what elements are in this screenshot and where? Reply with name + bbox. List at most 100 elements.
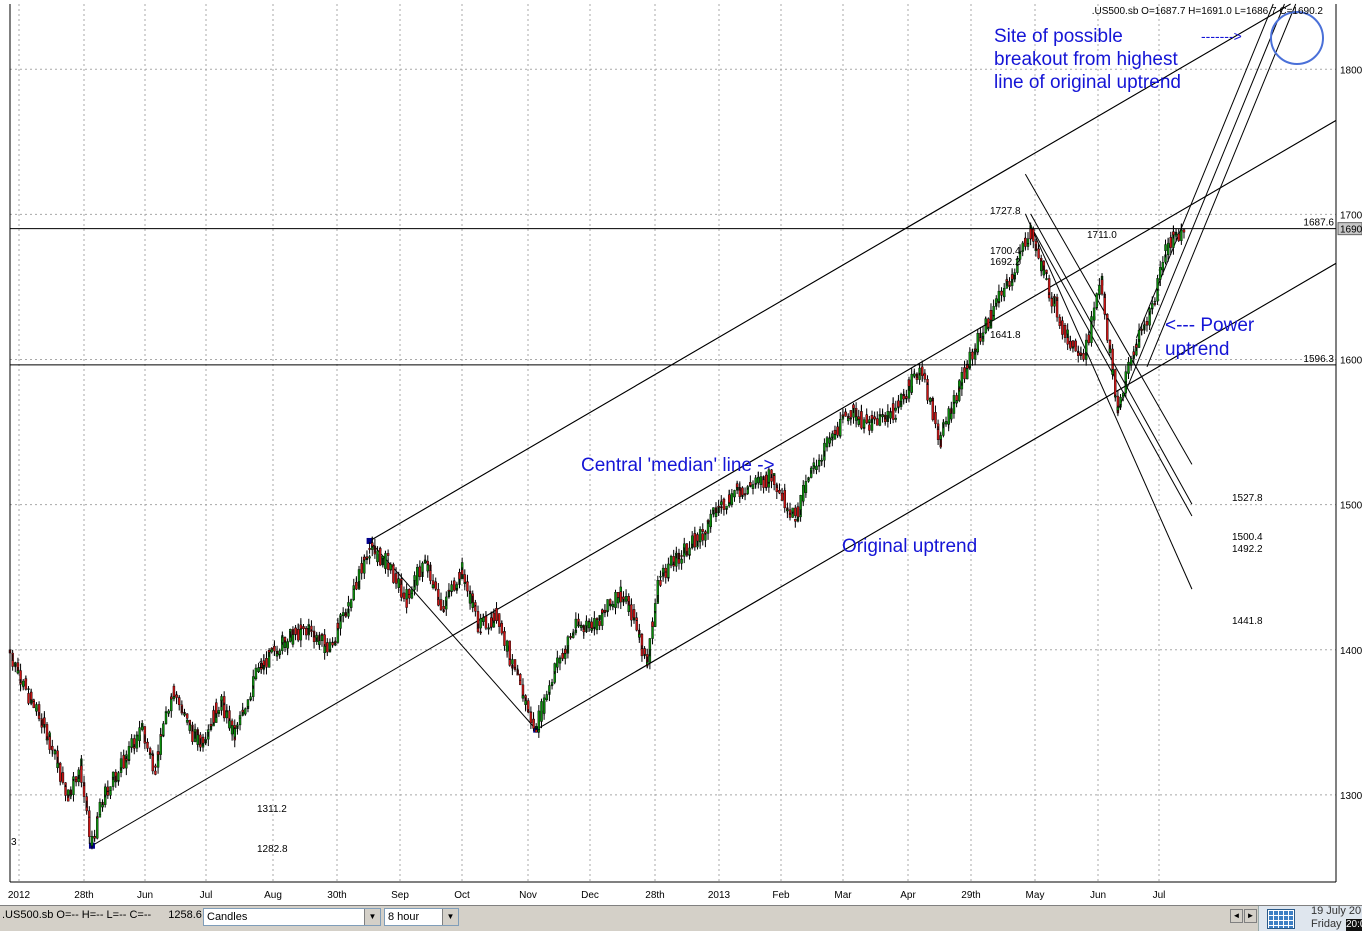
candle-body (460, 569, 464, 575)
candle-body (638, 634, 641, 638)
candle-body (1182, 229, 1186, 233)
candle-body (574, 618, 578, 629)
candle-body (542, 697, 546, 714)
candle-body (244, 708, 247, 715)
candle-body (378, 548, 382, 566)
candle-body (402, 592, 406, 599)
candle-body (897, 400, 900, 407)
chevron-down-icon[interactable]: ▼ (442, 909, 458, 925)
status-ohlc: .US500.sb O=-- H=-- L=-- C=-- 1258.6 (2, 909, 202, 921)
candle-body (738, 489, 741, 497)
candle-body (323, 646, 326, 654)
candle-body (947, 408, 950, 425)
scroll-left-button[interactable]: ◄ (1230, 909, 1243, 923)
candle-body (635, 617, 638, 621)
candle-body (1180, 229, 1183, 241)
candle-body (722, 498, 726, 510)
y-tick-label: 1800 (1340, 65, 1362, 76)
candle-body (759, 476, 763, 485)
candle-body (405, 589, 408, 600)
candle-body (653, 611, 657, 627)
candle-body (614, 592, 617, 608)
candle-body (989, 309, 993, 321)
candle-body (96, 816, 99, 819)
candle-body (1100, 279, 1104, 295)
calendar-icon[interactable] (1267, 909, 1295, 929)
candle-body (659, 580, 662, 586)
candle-body (1037, 248, 1040, 259)
candle-body (1084, 339, 1088, 353)
candle-body (865, 414, 868, 424)
candle-body (1082, 353, 1085, 360)
trend-lines (88, 3, 1337, 849)
candle-body (1000, 290, 1003, 296)
candle-body (616, 597, 620, 604)
candle-body (1042, 269, 1046, 276)
candle-body (183, 713, 186, 716)
level-label: 1692.2 (990, 257, 1021, 268)
candle-body (490, 617, 493, 628)
candle-body (730, 493, 734, 505)
candle-body (254, 667, 258, 680)
candle-body (675, 552, 678, 555)
candle-body (796, 506, 800, 518)
candle-body (474, 605, 477, 612)
x-tick-label: Jul (200, 890, 213, 901)
candle-body (93, 836, 96, 839)
candle-body (918, 367, 921, 374)
candle-body (836, 426, 839, 436)
timeframe-value: 8 hour (388, 911, 420, 923)
candle-body (363, 556, 366, 561)
candle-body (981, 332, 985, 337)
chevron-down-icon[interactable]: ▼ (364, 909, 380, 925)
projection-line (1030, 213, 1193, 505)
candle-body (43, 717, 46, 725)
y-tick-label: 1500 (1340, 501, 1362, 512)
candle-body (712, 507, 715, 511)
candle-body (421, 562, 424, 573)
candle-body (680, 558, 683, 564)
x-tick-label: Jun (137, 890, 153, 901)
candle-body (942, 422, 945, 425)
candle-body (209, 723, 213, 727)
candle-body (939, 435, 942, 440)
candle-body (873, 416, 876, 420)
candle-body (77, 769, 80, 776)
chart-type-select[interactable]: Candles ▼ (203, 908, 381, 926)
candle-body (455, 584, 459, 589)
candle-body (167, 710, 170, 714)
candle-body (109, 786, 112, 791)
y-tick-label: 1300 (1340, 791, 1362, 802)
candle-body (643, 648, 646, 655)
x-tick-label: Aug (264, 890, 282, 901)
level-label: 1282.8 (257, 844, 288, 855)
candle-body (500, 623, 504, 634)
candle-body (146, 741, 149, 749)
timeframe-select[interactable]: 8 hour ▼ (384, 908, 459, 926)
candle-body (846, 417, 850, 422)
candle-body (19, 682, 22, 685)
level-label: 1441.8 (1232, 616, 1263, 627)
candle-body (524, 700, 527, 705)
candle-body (651, 621, 654, 627)
candle-body (545, 694, 548, 700)
candle-body (656, 580, 660, 596)
candle-body (693, 533, 697, 548)
candle-body (823, 442, 826, 452)
candle-body (857, 419, 860, 425)
scroll-right-button[interactable]: ► (1244, 909, 1257, 923)
candle-body (606, 599, 609, 611)
candle-body (125, 758, 128, 761)
candle-body (590, 628, 593, 631)
candle-body (230, 725, 234, 735)
candle-body (579, 625, 583, 628)
candle-body (603, 609, 607, 613)
candle-body (915, 377, 919, 380)
candle-body (162, 723, 165, 736)
candle-body (794, 518, 797, 522)
chart-area[interactable]: 1687.6 1596.3 1727.8 1711.0 1700.4 1692.2 164… (0, 0, 1362, 905)
candle-body (130, 738, 133, 748)
candle-body (82, 785, 86, 797)
candle-body (765, 474, 768, 488)
